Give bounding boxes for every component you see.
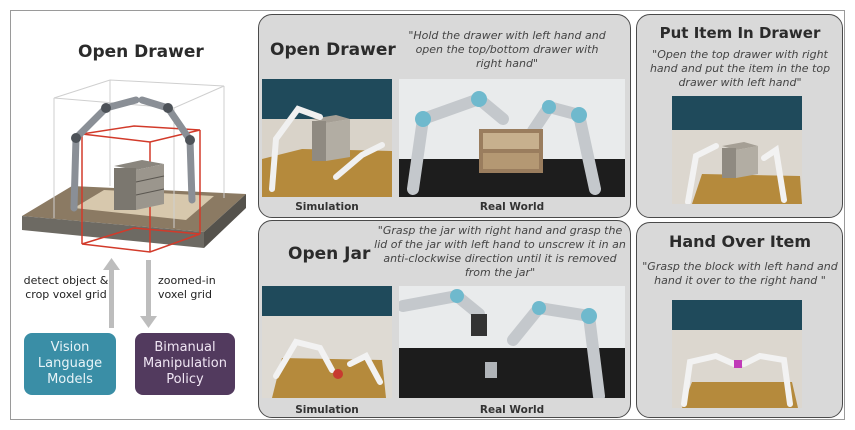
- open-drawer-title: Open Drawer: [270, 40, 396, 60]
- hand-over-sim-image: [672, 300, 802, 408]
- open-drawer-instruction: "Hold the drawer with left hand and open…: [408, 29, 606, 70]
- hand-over-instruction: "Grasp the block with left hand and hand…: [642, 260, 838, 287]
- figure-frame: [10, 10, 845, 420]
- open-jar-real-image: [399, 286, 625, 398]
- flow-arrows: [103, 258, 157, 328]
- open-jar-instruction: "Grasp the jar with right hand and grasp…: [374, 224, 626, 279]
- open-drawer-real-caption: Real World: [479, 201, 545, 213]
- hand-over-title: Hand Over Item: [668, 232, 812, 251]
- voxel-scene-illustration: [22, 79, 246, 253]
- policy-box: Bimanual Manipulation Policy: [135, 333, 235, 395]
- zoomed-voxel-label: zoomed-in voxel grid: [158, 274, 216, 301]
- open-drawer-sim-caption: Simulation: [295, 201, 359, 213]
- down-arrow: [146, 260, 151, 318]
- overview-title: Open Drawer: [78, 42, 204, 62]
- put-item-sim-image: [672, 96, 802, 204]
- vlm-box: Vision Language Models: [24, 333, 116, 395]
- open-drawer-real-image: [399, 79, 625, 197]
- put-item-title: Put Item In Drawer: [659, 24, 821, 42]
- detect-crop-label: detect object & crop voxel grid: [23, 274, 109, 301]
- up-arrow: [109, 268, 114, 328]
- put-item-instruction: "Open the top drawer with right hand and…: [649, 48, 831, 89]
- open-jar-real-caption: Real World: [479, 404, 545, 416]
- open-jar-sim-caption: Simulation: [295, 404, 359, 416]
- open-drawer-sim-image: [262, 79, 392, 197]
- open-jar-sim-image: [262, 286, 392, 398]
- open-jar-title: Open Jar: [288, 244, 371, 264]
